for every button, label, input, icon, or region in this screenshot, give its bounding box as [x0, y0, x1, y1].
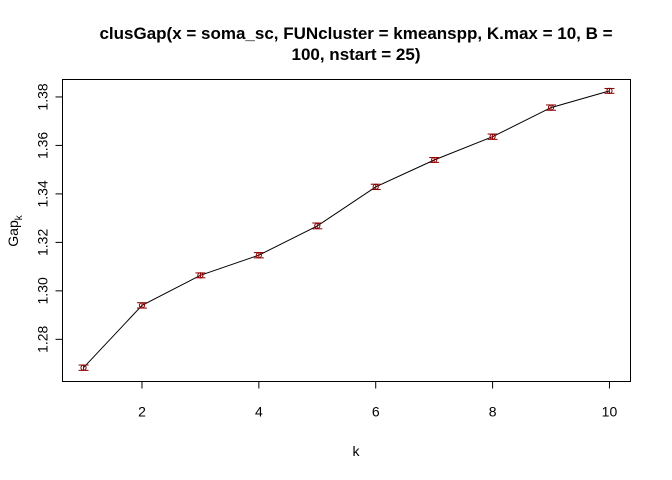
y-tick-label: 1.38 [35, 83, 51, 110]
error-bar [604, 87, 615, 94]
y-axis: 1.28 1.30 1.32 1.34 1.36 1.38 [35, 83, 63, 353]
x-axis: 2 4 6 8 10 [138, 381, 618, 420]
gap-point [547, 104, 555, 111]
y-axis-label: Gapk [5, 214, 25, 246]
x-tick-label: 4 [255, 404, 263, 420]
gap-point [489, 133, 496, 140]
gap-point [431, 156, 438, 164]
gap-series [78, 87, 615, 371]
gap-line [83, 90, 610, 369]
gap-point [314, 222, 321, 229]
y-axis-label-subscript: k [14, 214, 25, 220]
error-bar [78, 364, 89, 371]
y-axis-label-main: Gap [5, 220, 21, 247]
y-tick-label: 1.30 [35, 277, 51, 304]
x-axis-label: k [353, 443, 361, 459]
gap-point [606, 87, 613, 94]
y-tick-label: 1.32 [35, 229, 51, 256]
x-tick-label: 8 [489, 404, 497, 420]
x-tick-label: 6 [372, 404, 380, 420]
y-tick-label: 1.34 [35, 180, 51, 207]
chart-title-line2: 100, nstart = 25) [292, 45, 421, 64]
gap-point [80, 364, 87, 371]
plot-frame [62, 79, 631, 382]
gap-point [255, 252, 262, 259]
gap-point [197, 272, 204, 279]
chart-title-line1: clusGap(x = soma_sc, FUNcluster = kmeans… [99, 24, 612, 43]
gap-point [138, 302, 146, 309]
x-tick-label: 2 [138, 404, 146, 420]
x-tick-label: 10 [602, 404, 618, 420]
gap-point [372, 183, 379, 190]
y-tick-label: 1.36 [35, 132, 51, 159]
y-tick-label: 1.28 [35, 325, 51, 352]
